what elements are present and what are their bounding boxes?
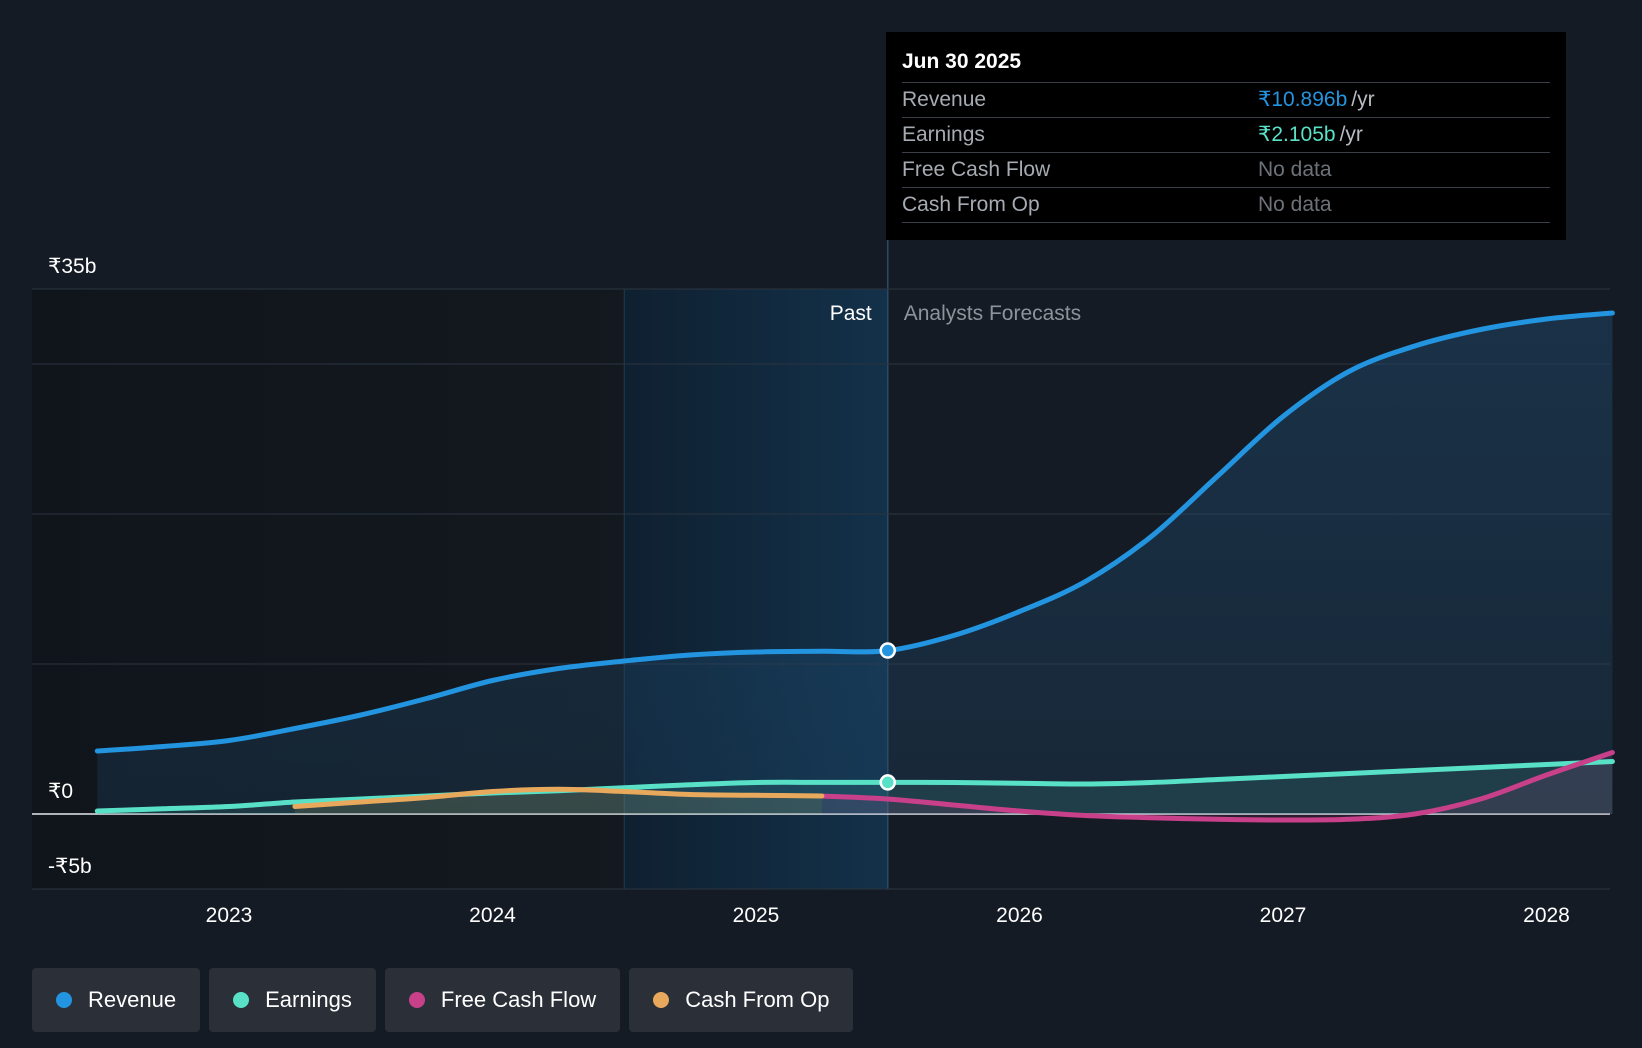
past-label: Past — [830, 302, 872, 325]
free-cash-flow-dot-icon — [408, 992, 425, 1008]
earnings-line — [94, 759, 1615, 814]
earnings-dot-icon — [233, 992, 250, 1008]
legend-item-free-cash-flow[interactable]: Free Cash Flow — [384, 968, 621, 1032]
tooltip-value: ₹2.105b — [1258, 123, 1336, 146]
tooltip-row-cash-from-op: Cash From Op No data — [902, 187, 1550, 223]
x-tick-label: 2027 — [1260, 904, 1307, 927]
tooltip-value: ₹10.896b — [1258, 88, 1348, 111]
x-tick-label: 2028 — [1523, 904, 1570, 927]
tooltip-date: Jun 30 2025 — [902, 50, 1022, 73]
revenue-dot-icon — [56, 992, 72, 1008]
legend: Revenue Earnings Free Cash Flow Cash Fro… — [32, 968, 854, 1032]
legend-label: Cash From Op — [685, 987, 830, 1012]
legend-label: Free Cash Flow — [440, 987, 597, 1012]
legend-item-revenue[interactable]: Revenue — [32, 968, 201, 1032]
cash-from-op-line — [292, 786, 825, 809]
tooltip-row-free-cash-flow: Free Cash Flow No data — [902, 152, 1550, 187]
x-tick-label: 2024 — [469, 904, 516, 927]
x-tick-label: 2025 — [733, 904, 780, 927]
tooltip-label: Cash From Op — [902, 193, 1040, 216]
tooltip-value: No data — [1258, 193, 1332, 216]
chart: ₹35b ₹0 -₹5b 2023 2024 2025 2026 2027 2028 Past An… — [32, 240, 1615, 927]
revenue-marker — [879, 642, 896, 659]
earnings-area — [97, 761, 1613, 814]
y-tick-label: ₹0 — [48, 780, 73, 803]
tooltip-row-earnings: Earnings ₹2.105b/yr — [902, 117, 1550, 152]
earnings-marker — [879, 774, 896, 791]
y-tick-label: ₹35b — [48, 255, 96, 278]
tooltip-label: Earnings — [902, 123, 985, 146]
legend-item-earnings[interactable]: Earnings — [209, 968, 376, 1032]
tooltip-value: No data — [1258, 158, 1332, 181]
legend-label: Earnings — [265, 987, 352, 1012]
revenue-line — [94, 310, 1615, 754]
free-cash-flow-line — [819, 750, 1615, 823]
cash-from-op-dot-icon — [653, 992, 670, 1008]
forecast-label: Analysts Forecasts — [904, 302, 1081, 325]
legend-label: Revenue — [88, 987, 177, 1012]
y-tick-label: -₹5b — [48, 855, 92, 878]
tooltip-row-revenue: Revenue ₹10.896b/yr — [902, 82, 1550, 117]
revenue-area — [97, 313, 1613, 814]
tooltip: Jun 30 2025 Revenue ₹10.896b/yr Earnings… — [886, 32, 1566, 240]
free-cash-flow-area — [821, 752, 1613, 821]
tooltip-unit: /yr — [1339, 123, 1363, 146]
tooltip-unit: /yr — [1351, 88, 1375, 111]
x-tick-label: 2023 — [206, 904, 253, 927]
tooltip-label: Revenue — [902, 88, 987, 111]
legend-item-cash-from-op[interactable]: Cash From Op — [629, 968, 854, 1032]
x-tick-label: 2026 — [996, 904, 1043, 927]
tooltip-label: Free Cash Flow — [902, 158, 1051, 181]
